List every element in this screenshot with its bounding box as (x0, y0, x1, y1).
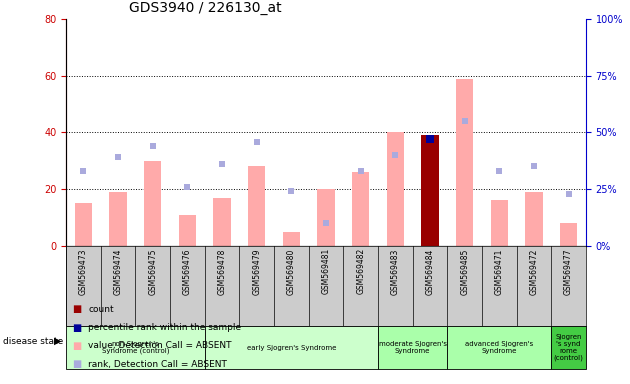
Bar (352, 172, 369, 246)
Text: GSM569481: GSM569481 (321, 248, 331, 295)
Bar (144, 161, 161, 246)
Bar (421, 135, 438, 246)
Text: GSM569482: GSM569482 (356, 248, 365, 295)
Bar (456, 79, 473, 246)
Text: disease state: disease state (3, 337, 64, 346)
FancyBboxPatch shape (378, 326, 447, 369)
Text: GDS3940 / 226130_at: GDS3940 / 226130_at (129, 2, 282, 15)
Text: count: count (88, 305, 114, 314)
Bar (421, 135, 438, 246)
Text: GSM569485: GSM569485 (460, 248, 469, 295)
Text: GSM569474: GSM569474 (113, 248, 123, 295)
Text: advanced Sjogren's
Syndrome: advanced Sjogren's Syndrome (465, 341, 534, 354)
FancyBboxPatch shape (66, 326, 205, 369)
FancyBboxPatch shape (205, 326, 378, 369)
Text: GSM569484: GSM569484 (425, 248, 435, 295)
Bar (75, 203, 92, 246)
Text: GSM569479: GSM569479 (252, 248, 261, 295)
FancyBboxPatch shape (447, 326, 551, 369)
Text: GSM569473: GSM569473 (79, 248, 88, 295)
Text: GSM569480: GSM569480 (287, 248, 296, 295)
Text: early Sjogren's Syndrome: early Sjogren's Syndrome (247, 344, 336, 351)
Text: ■: ■ (72, 359, 82, 369)
Text: value, Detection Call = ABSENT: value, Detection Call = ABSENT (88, 341, 232, 351)
Text: non-Sjogren's
Syndrome (control): non-Sjogren's Syndrome (control) (101, 341, 169, 354)
Bar (283, 232, 300, 246)
Bar (318, 189, 335, 246)
Bar (214, 198, 231, 246)
Bar (248, 167, 265, 246)
Text: GSM569483: GSM569483 (391, 248, 400, 295)
Text: percentile rank within the sample: percentile rank within the sample (88, 323, 241, 332)
Text: GSM569475: GSM569475 (148, 248, 158, 295)
Text: ▶: ▶ (54, 336, 61, 346)
Text: ■: ■ (72, 304, 82, 314)
Bar (387, 132, 404, 246)
Text: GSM569477: GSM569477 (564, 248, 573, 295)
Text: GSM569472: GSM569472 (529, 248, 539, 295)
Text: rank, Detection Call = ABSENT: rank, Detection Call = ABSENT (88, 360, 227, 369)
FancyBboxPatch shape (551, 326, 586, 369)
Bar (525, 192, 542, 246)
Text: GSM569478: GSM569478 (217, 248, 227, 295)
Bar (560, 223, 577, 246)
Text: Sjogren
's synd
rome
(control): Sjogren 's synd rome (control) (554, 334, 583, 361)
Bar (110, 192, 127, 246)
Bar (491, 200, 508, 246)
Text: ■: ■ (72, 323, 82, 333)
Text: GSM569476: GSM569476 (183, 248, 192, 295)
Bar (179, 215, 196, 246)
Text: GSM569471: GSM569471 (495, 248, 504, 295)
Text: ■: ■ (72, 341, 82, 351)
Text: moderate Sjogren's
Syndrome: moderate Sjogren's Syndrome (379, 341, 447, 354)
